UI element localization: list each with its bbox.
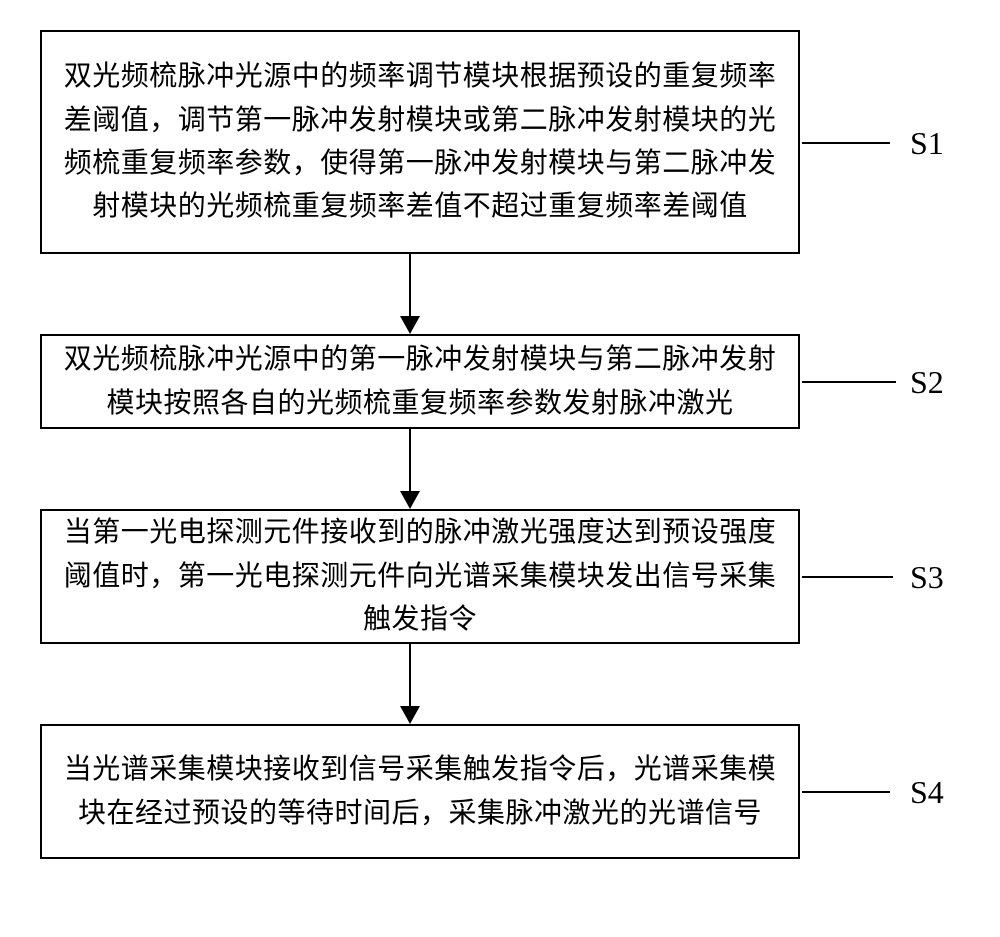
arrow-head-icon [400,491,420,509]
flow-step-4: 当光谱采集模块接收到信号采集触发指令后，光谱采集模块在经过预设的等待时间后，采集… [40,724,960,859]
arrow-3 [400,644,420,724]
step-box-2: 双光频梳脉冲光源中的第一脉冲发射模块与第二脉冲发射模块按照各自的光频梳重复频率参… [40,334,800,429]
connector-line-4 [802,791,890,793]
arrow-1 [400,254,420,334]
flow-step-2: 双光频梳脉冲光源中的第一脉冲发射模块与第二脉冲发射模块按照各自的光频梳重复频率参… [40,334,960,429]
step-label-1: S1 [910,125,944,162]
connector-line-2 [802,381,896,383]
step-text-1: 双光频梳脉冲光源中的频率调节模块根据预设的重复频率差阈值，调节第一脉冲发射模块或… [60,55,780,229]
step-text-2: 双光频梳脉冲光源中的第一脉冲发射模块与第二脉冲发射模块按照各自的光频梳重复频率参… [60,338,780,425]
step-box-1: 双光频梳脉冲光源中的频率调节模块根据预设的重复频率差阈值，调节第一脉冲发射模块或… [40,30,800,254]
step-label-2: S2 [910,364,944,401]
step-text-3: 当第一光电探测元件接收到的脉冲激光强度达到预设强度阈值时，第一光电探测元件向光谱… [60,511,780,641]
arrow-line-2 [409,429,411,491]
step-label-3: S3 [910,559,944,596]
arrow-2 [400,429,420,509]
connector-line-3 [802,576,893,578]
step-text-4: 当光谱采集模块接收到信号采集触发指令后，光谱采集模块在经过预设的等待时间后，采集… [60,748,780,835]
connector-line-1 [802,142,890,144]
flow-step-1: 双光频梳脉冲光源中的频率调节模块根据预设的重复频率差阈值，调节第一脉冲发射模块或… [40,30,960,254]
step-box-3: 当第一光电探测元件接收到的脉冲激光强度达到预设强度阈值时，第一光电探测元件向光谱… [40,509,800,644]
step-label-4: S4 [910,774,944,811]
flowchart-container: 双光频梳脉冲光源中的频率调节模块根据预设的重复频率差阈值，调节第一脉冲发射模块或… [40,30,960,859]
arrow-head-icon [400,706,420,724]
flow-step-3: 当第一光电探测元件接收到的脉冲激光强度达到预设强度阈值时，第一光电探测元件向光谱… [40,509,960,644]
step-box-4: 当光谱采集模块接收到信号采集触发指令后，光谱采集模块在经过预设的等待时间后，采集… [40,724,800,859]
arrow-head-icon [400,316,420,334]
arrow-line-1 [409,254,411,316]
arrow-line-3 [409,644,411,706]
